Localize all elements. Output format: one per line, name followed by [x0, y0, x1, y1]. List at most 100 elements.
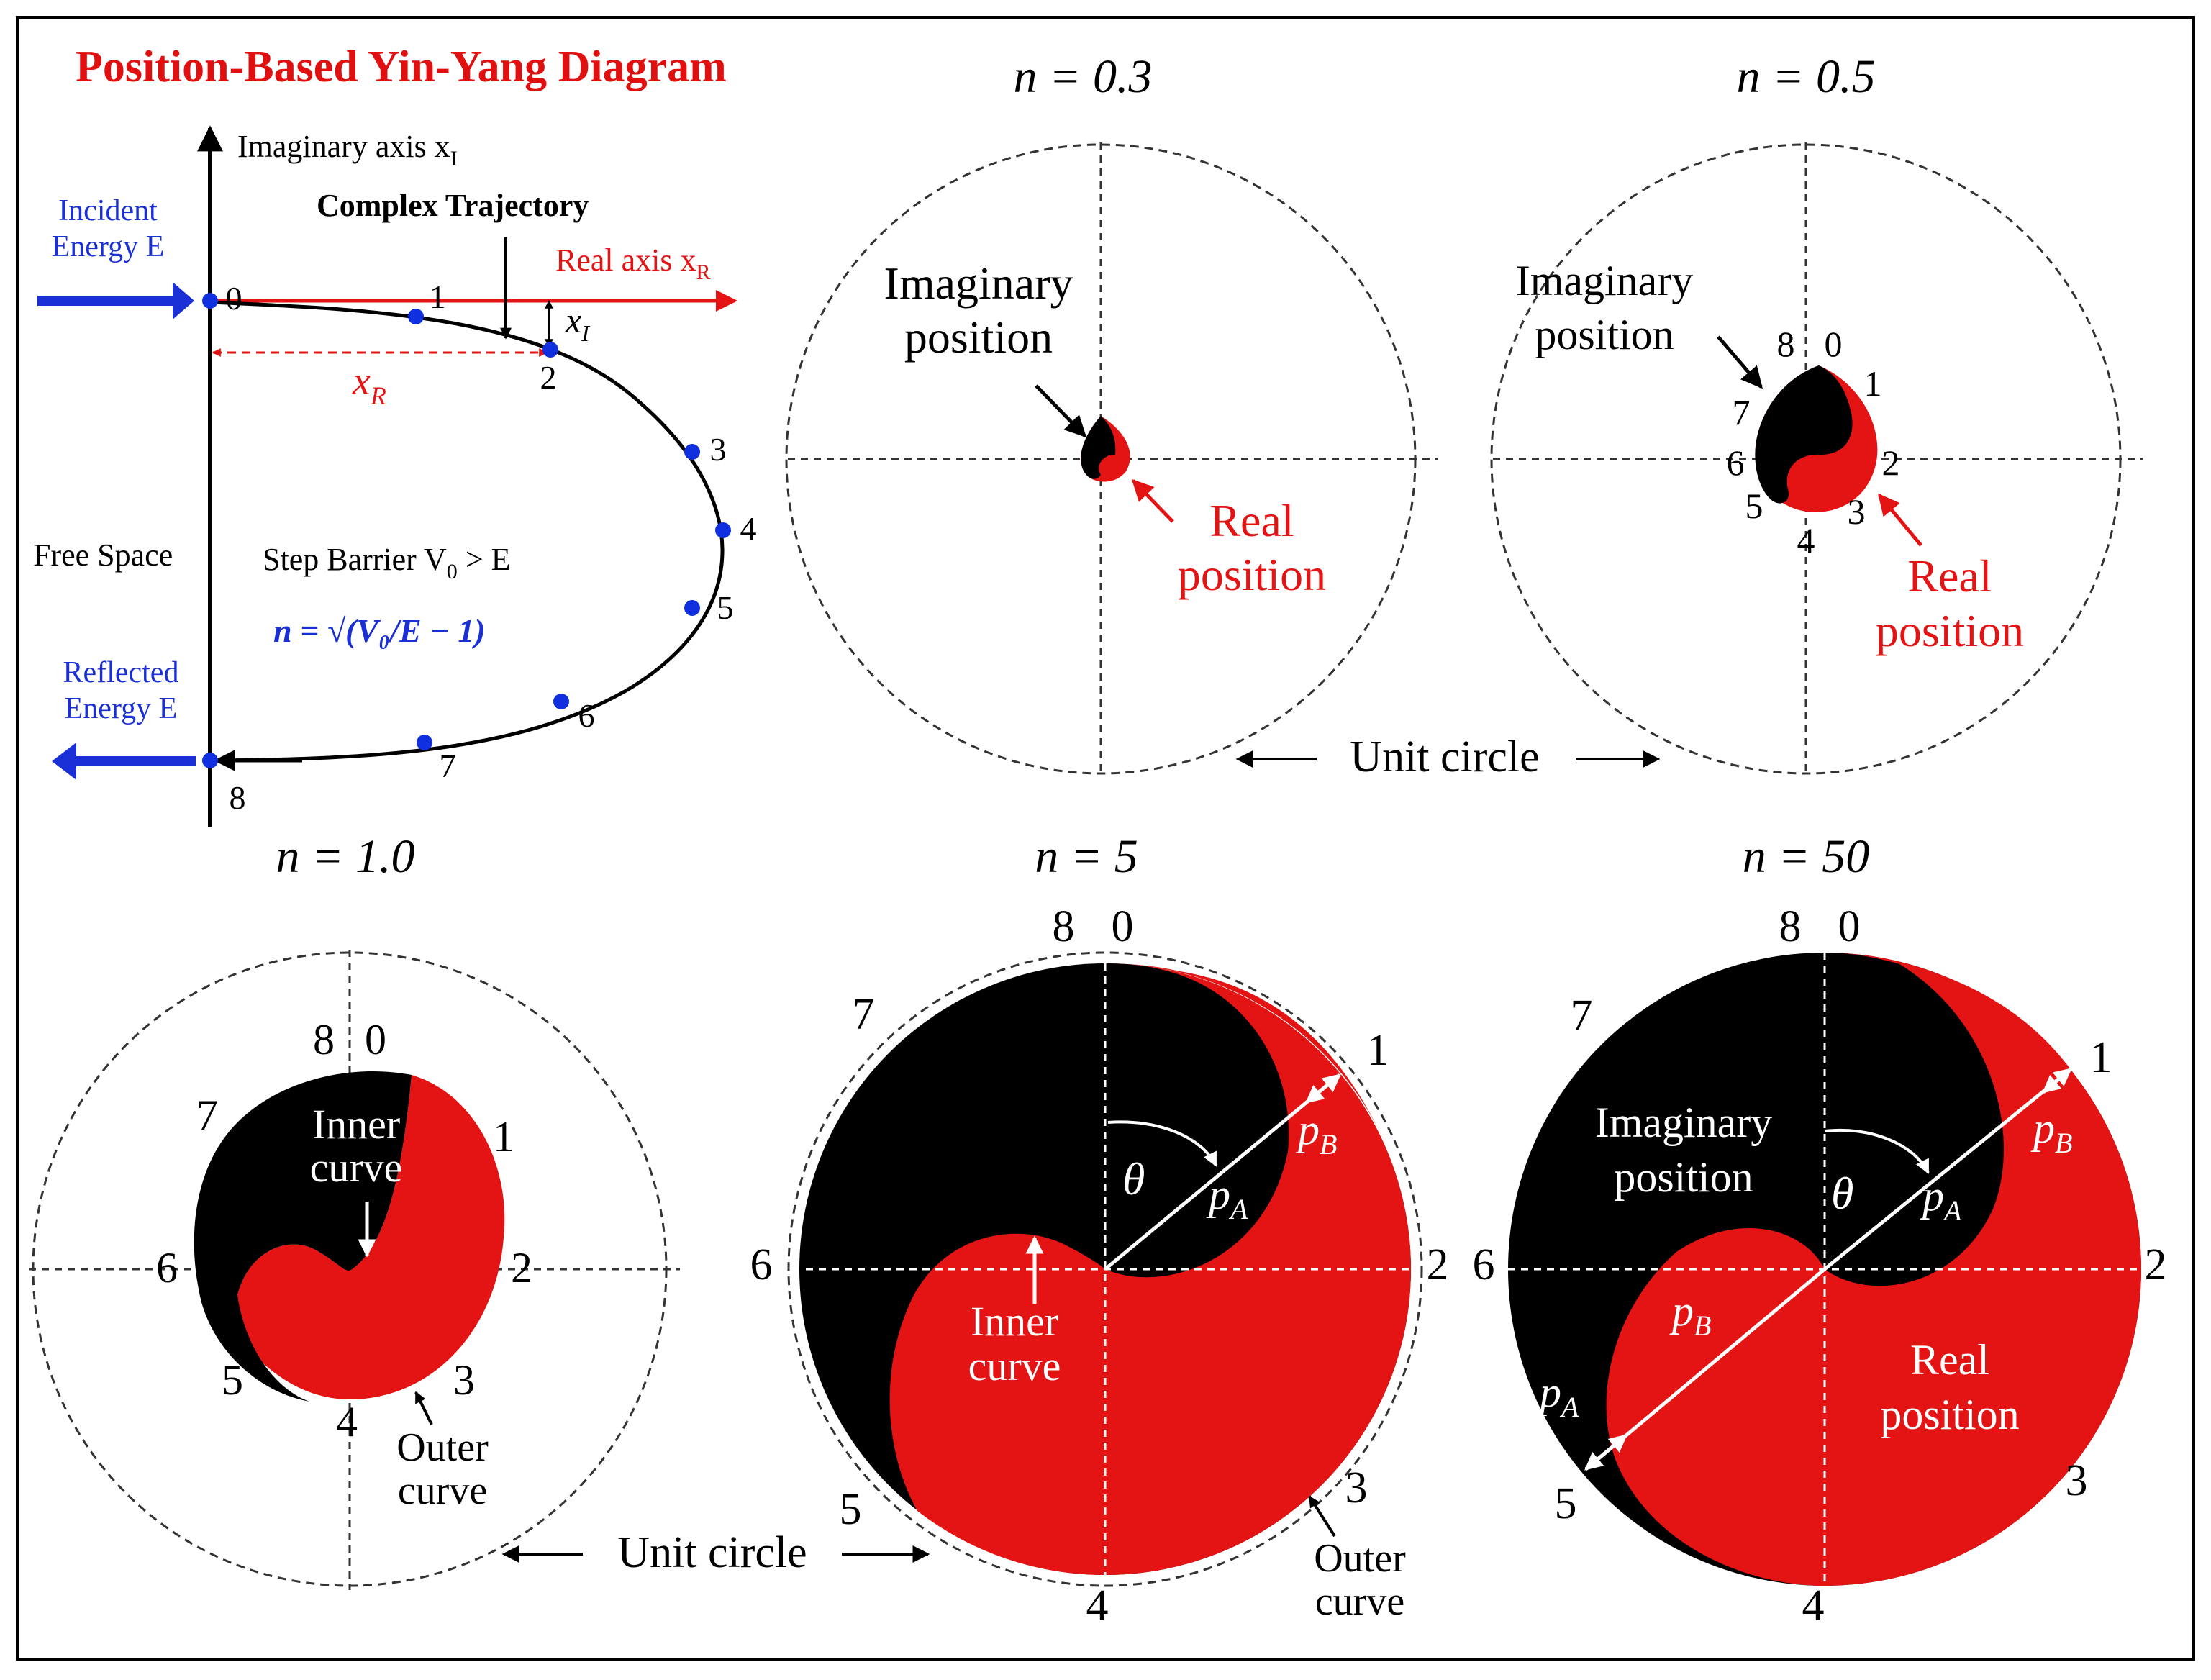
- pa-label-n5: pA: [1206, 1171, 1248, 1225]
- real-label-n03-1: Real: [1209, 495, 1294, 546]
- n10-point-3: 1: [493, 1113, 514, 1161]
- step-barrier-label: Step Barrier V0 > E: [263, 542, 511, 584]
- pb-label-n50: pB: [2030, 1104, 2072, 1159]
- point-numbers-n5: 8 0 7 1 6 2 5 3 4: [750, 902, 1449, 1630]
- inner-label-n5-1: Inner: [971, 1298, 1058, 1345]
- n50-point-5: 2: [2145, 1240, 2167, 1289]
- outer-label-n10-1: Outer: [396, 1425, 489, 1470]
- free-space-label: Free Space: [33, 537, 173, 573]
- trajectory-points: 0 1 2 3 4 5 6 7 8: [202, 278, 757, 816]
- trajectory-point-label-6: 6: [578, 697, 595, 734]
- n5-point-0: 8: [1053, 902, 1075, 951]
- n10-point-5: 2: [511, 1244, 532, 1291]
- imag-label-n03-2: position: [904, 312, 1053, 363]
- trajectory-point-label-7: 7: [440, 748, 456, 784]
- n50-point-8: 4: [1802, 1581, 1825, 1630]
- trajectory-point-2: [542, 342, 558, 358]
- n10-point-1: 0: [365, 1016, 386, 1063]
- n50-point-4: 6: [1473, 1240, 1495, 1289]
- xi-label: xI: [565, 300, 590, 346]
- n10-point-2: 7: [196, 1091, 218, 1139]
- n50-point-2: 7: [1571, 991, 1593, 1040]
- real-label-n50-2: position: [1880, 1391, 2019, 1438]
- reflected-label-2: Energy E: [65, 692, 178, 725]
- n50-point-1: 0: [1838, 902, 1861, 951]
- unit-circle-annotation-top: Unit circle: [1235, 732, 1661, 781]
- n5-point-1: 0: [1112, 902, 1134, 951]
- n50-point-3: 1: [2090, 1033, 2112, 1082]
- imag-label-n50-2: position: [1614, 1153, 1753, 1201]
- pa-label-n50: pA: [1920, 1172, 1962, 1227]
- trajectory-point-label-1: 1: [430, 278, 446, 315]
- trajectory-point-4: [715, 522, 731, 538]
- n05-point-1: 0: [1825, 324, 1843, 364]
- theta-arc-n50: [1824, 1128, 1930, 1174]
- trajectory-point-5: [684, 600, 700, 616]
- incident-arrow-head: [173, 282, 194, 319]
- n5-point-4: 6: [750, 1240, 773, 1289]
- complex-trajectory-label: Complex Trajectory: [317, 188, 589, 223]
- n5-point-6: 5: [840, 1485, 862, 1534]
- title-n05: n = 0.5: [1736, 50, 1875, 103]
- theta-arc-n5: [1107, 1120, 1217, 1167]
- imag-label-n05-2: position: [1535, 311, 1674, 358]
- n50-point-7: 3: [2066, 1456, 2088, 1505]
- imag-shape-n03: [1081, 416, 1116, 479]
- n50-point-6: 5: [1555, 1479, 1577, 1528]
- unit-circle-annotation-bottom: Unit circle: [501, 1528, 930, 1577]
- imag-shape-n10: [194, 1071, 412, 1402]
- imag-label-n50-1: Imaginary: [1595, 1099, 1773, 1146]
- outer-arrow-n10: [414, 1391, 433, 1425]
- real-arrow-n03: [1131, 478, 1174, 523]
- n05-point-8: 4: [1797, 520, 1815, 560]
- n10-point-0: 8: [313, 1016, 335, 1063]
- n10-point-6: 5: [222, 1356, 243, 1404]
- real-label-n50-1: Real: [1910, 1336, 1989, 1384]
- imag-arrow-n03: [1035, 384, 1087, 438]
- trajectory-point-7: [417, 735, 432, 750]
- unit-circle-top-label: Unit circle: [1350, 732, 1539, 781]
- imag-swirl-n50: [1825, 953, 2004, 1286]
- n5-point-7: 3: [1345, 1463, 1368, 1512]
- title-n10: n = 1.0: [276, 830, 414, 883]
- pa-vector-n50: [1823, 1068, 2072, 1271]
- imag-shape-n05: [1755, 365, 1853, 504]
- pb-vector-n5: [1305, 1073, 1341, 1104]
- outer-label-n5-1: Outer: [1314, 1536, 1406, 1581]
- theta-n5: θ: [1122, 1153, 1145, 1204]
- n05-point-3: 7: [1733, 392, 1751, 432]
- trajectory-point-0: [202, 293, 218, 309]
- point-numbers-n50: 8 0 7 1 6 2 5 3 4: [1473, 902, 2167, 1630]
- n10-point-4: 6: [156, 1244, 178, 1291]
- trajectory-point-label-8: 8: [230, 779, 246, 816]
- real-outer-band-n50: [1825, 953, 2126, 1180]
- pa-vector-n5: [1104, 1073, 1341, 1271]
- panel-n05: Imaginary position Real position 8 01 7 6 2 5…: [1490, 142, 2143, 777]
- point-numbers-n05: 8 01 7 6 2 5 34: [1727, 324, 1900, 560]
- real-arrow-n05: [1878, 493, 1922, 547]
- imag-arrow-n05: [1717, 335, 1763, 389]
- title-n5: n = 5: [1035, 830, 1138, 883]
- n05-point-2: 1: [1864, 363, 1882, 404]
- n10-point-8: 4: [336, 1398, 358, 1445]
- trajectory-point-label-5: 5: [717, 589, 734, 626]
- n50-point-0: 8: [1779, 902, 1802, 951]
- pb-label-n50-lower: pB: [1669, 1287, 1711, 1342]
- incident-label-2: Energy E: [52, 230, 165, 263]
- xr-label: xR: [352, 359, 386, 410]
- trajectory-panel: Imaginary axis xI Real axis xR Complex T…: [33, 125, 757, 827]
- real-axis-label: Real axis xR: [555, 242, 711, 284]
- complex-trajectory-curve: [209, 300, 725, 763]
- panel-n50: θ pA pB pB pA Imaginary position Real po…: [1473, 902, 2167, 1630]
- real-label-n05-1: Real: [1907, 550, 1992, 601]
- real-label-n05-2: position: [1876, 605, 2024, 656]
- real-region-n5: [889, 963, 1411, 1576]
- imag-label-n03-1: Imaginary: [884, 258, 1073, 309]
- unit-circle-bottom-label: Unit circle: [617, 1528, 807, 1577]
- n5-point-2: 7: [853, 990, 875, 1039]
- trajectory-point-8: [202, 753, 218, 768]
- panel-n03: Imaginary position Real position: [785, 142, 1438, 777]
- n5-point-8: 4: [1086, 1581, 1109, 1630]
